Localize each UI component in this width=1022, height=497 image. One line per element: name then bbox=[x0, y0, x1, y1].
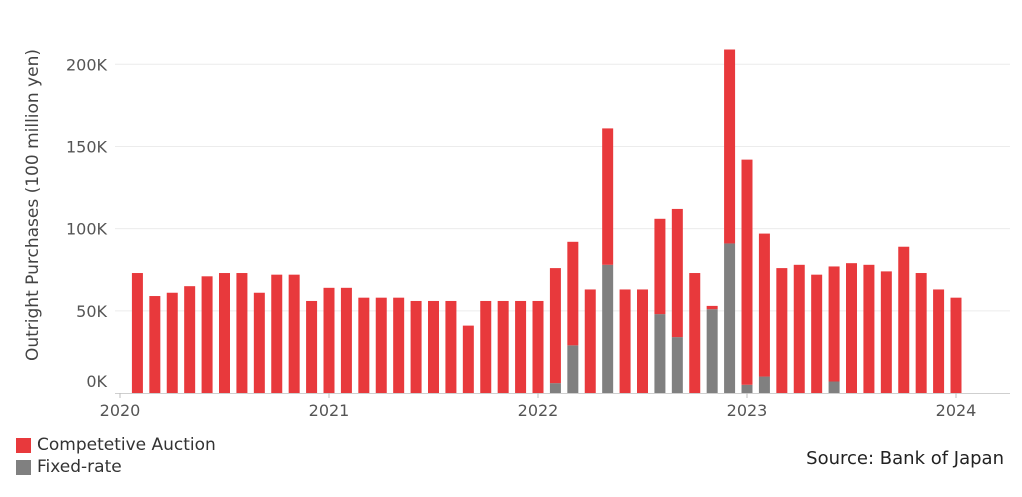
bar-competitive-auction bbox=[567, 241, 579, 346]
y-axis-title: Outright Purchases (100 million yen) bbox=[23, 49, 43, 361]
bar-competitive-auction bbox=[689, 273, 701, 393]
bar-fixed-rate bbox=[602, 264, 614, 393]
bar-competitive-auction bbox=[428, 300, 439, 393]
bar-competitive-auction bbox=[253, 292, 265, 393]
y-tick-label: 150K bbox=[66, 137, 108, 156]
legend-label-competitive: Competetive Auction bbox=[37, 435, 216, 455]
bar-competitive-auction bbox=[898, 246, 910, 393]
bar-competitive-auction bbox=[706, 305, 718, 310]
bar-competitive-auction bbox=[654, 218, 666, 315]
x-tick-label: 2020 bbox=[100, 401, 141, 420]
bar-competitive-auction bbox=[741, 159, 753, 385]
bar-competitive-auction bbox=[549, 268, 561, 384]
bar-competitive-auction bbox=[166, 292, 178, 393]
bar-competitive-auction bbox=[358, 297, 370, 393]
bar-competitive-auction bbox=[393, 297, 405, 393]
bar-competitive-auction bbox=[724, 49, 736, 244]
bar-competitive-auction bbox=[445, 300, 457, 393]
bar-competitive-auction bbox=[671, 208, 683, 338]
legend-item-competitive: Competetive Auction bbox=[16, 434, 216, 456]
bar-competitive-auction bbox=[880, 271, 892, 393]
bar-competitive-auction bbox=[828, 266, 840, 382]
bar-competitive-auction bbox=[323, 287, 335, 393]
bar-fixed-rate bbox=[671, 337, 683, 393]
bar-competitive-auction bbox=[288, 274, 300, 393]
bar-competitive-auction bbox=[149, 296, 161, 393]
x-axis: 2020 2021 2022 2023 2024 bbox=[100, 393, 1010, 420]
y-tick-label: 50K bbox=[76, 302, 107, 321]
bar-competitive-auction bbox=[306, 300, 318, 393]
bar-competitive-auction bbox=[131, 273, 143, 393]
bar-fixed-rate bbox=[828, 381, 840, 393]
bar-competitive-auction bbox=[410, 300, 422, 393]
bar-competitive-auction bbox=[340, 287, 352, 393]
bar-competitive-auction bbox=[515, 300, 527, 393]
bar-competitive-auction bbox=[793, 264, 805, 393]
legend: Competetive Auction Fixed-rate bbox=[16, 434, 216, 478]
bar-competitive-auction bbox=[619, 289, 631, 393]
bar-competitive-auction bbox=[201, 276, 213, 393]
bar-competitive-auction bbox=[758, 233, 770, 377]
bar-competitive-auction bbox=[776, 268, 788, 393]
bar-competitive-auction bbox=[950, 297, 962, 393]
y-tick-label: 0K bbox=[86, 372, 107, 391]
bar-fixed-rate bbox=[654, 314, 666, 393]
bar-competitive-auction bbox=[184, 286, 196, 393]
bar-competitive-auction bbox=[497, 300, 509, 393]
legend-label-fixed: Fixed-rate bbox=[37, 457, 122, 477]
bar-competitive-auction bbox=[219, 273, 230, 393]
bar-competitive-auction bbox=[532, 300, 544, 393]
bar-fixed-rate bbox=[706, 309, 718, 393]
y-tick-label: 200K bbox=[66, 55, 108, 74]
x-tick-label: 2024 bbox=[936, 401, 977, 420]
bar-competitive-auction bbox=[462, 325, 474, 393]
bar-competitive-auction bbox=[271, 274, 283, 393]
y-tick-label: 100K bbox=[66, 220, 108, 239]
bar-fixed-rate bbox=[724, 243, 736, 393]
bar-fixed-rate bbox=[567, 345, 579, 393]
bar-competitive-auction bbox=[375, 297, 387, 393]
legend-swatch-fixed bbox=[16, 459, 31, 475]
bar-competitive-auction bbox=[637, 289, 648, 393]
bar-competitive-auction bbox=[846, 263, 857, 393]
legend-item-fixed: Fixed-rate bbox=[16, 456, 216, 478]
bar-competitive-auction bbox=[811, 274, 823, 393]
bar-fixed-rate bbox=[758, 376, 770, 393]
chart: 0K 50K 100K 150K 200K 2020 2021 2022 2023 2024 O… bbox=[23, 49, 1010, 420]
bar-fixed-rate bbox=[741, 384, 753, 393]
x-tick-label: 2021 bbox=[309, 401, 350, 420]
gridlines bbox=[115, 63, 1010, 312]
bar-competitive-auction bbox=[602, 128, 614, 265]
bar-competitive-auction bbox=[236, 273, 248, 393]
source-note: Source: Bank of Japan bbox=[806, 448, 1004, 469]
bar-competitive-auction bbox=[933, 289, 945, 393]
x-tick-label: 2023 bbox=[727, 401, 768, 420]
bar-fixed-rate bbox=[549, 383, 561, 393]
x-tick-label: 2022 bbox=[518, 401, 559, 420]
bars bbox=[131, 49, 962, 393]
legend-swatch-competitive bbox=[16, 437, 31, 453]
bar-competitive-auction bbox=[915, 273, 927, 393]
bar-competitive-auction bbox=[584, 289, 596, 393]
bar-competitive-auction bbox=[480, 300, 492, 393]
y-axis: 0K 50K 100K 150K 200K bbox=[66, 55, 108, 391]
bar-competitive-auction bbox=[863, 264, 875, 393]
